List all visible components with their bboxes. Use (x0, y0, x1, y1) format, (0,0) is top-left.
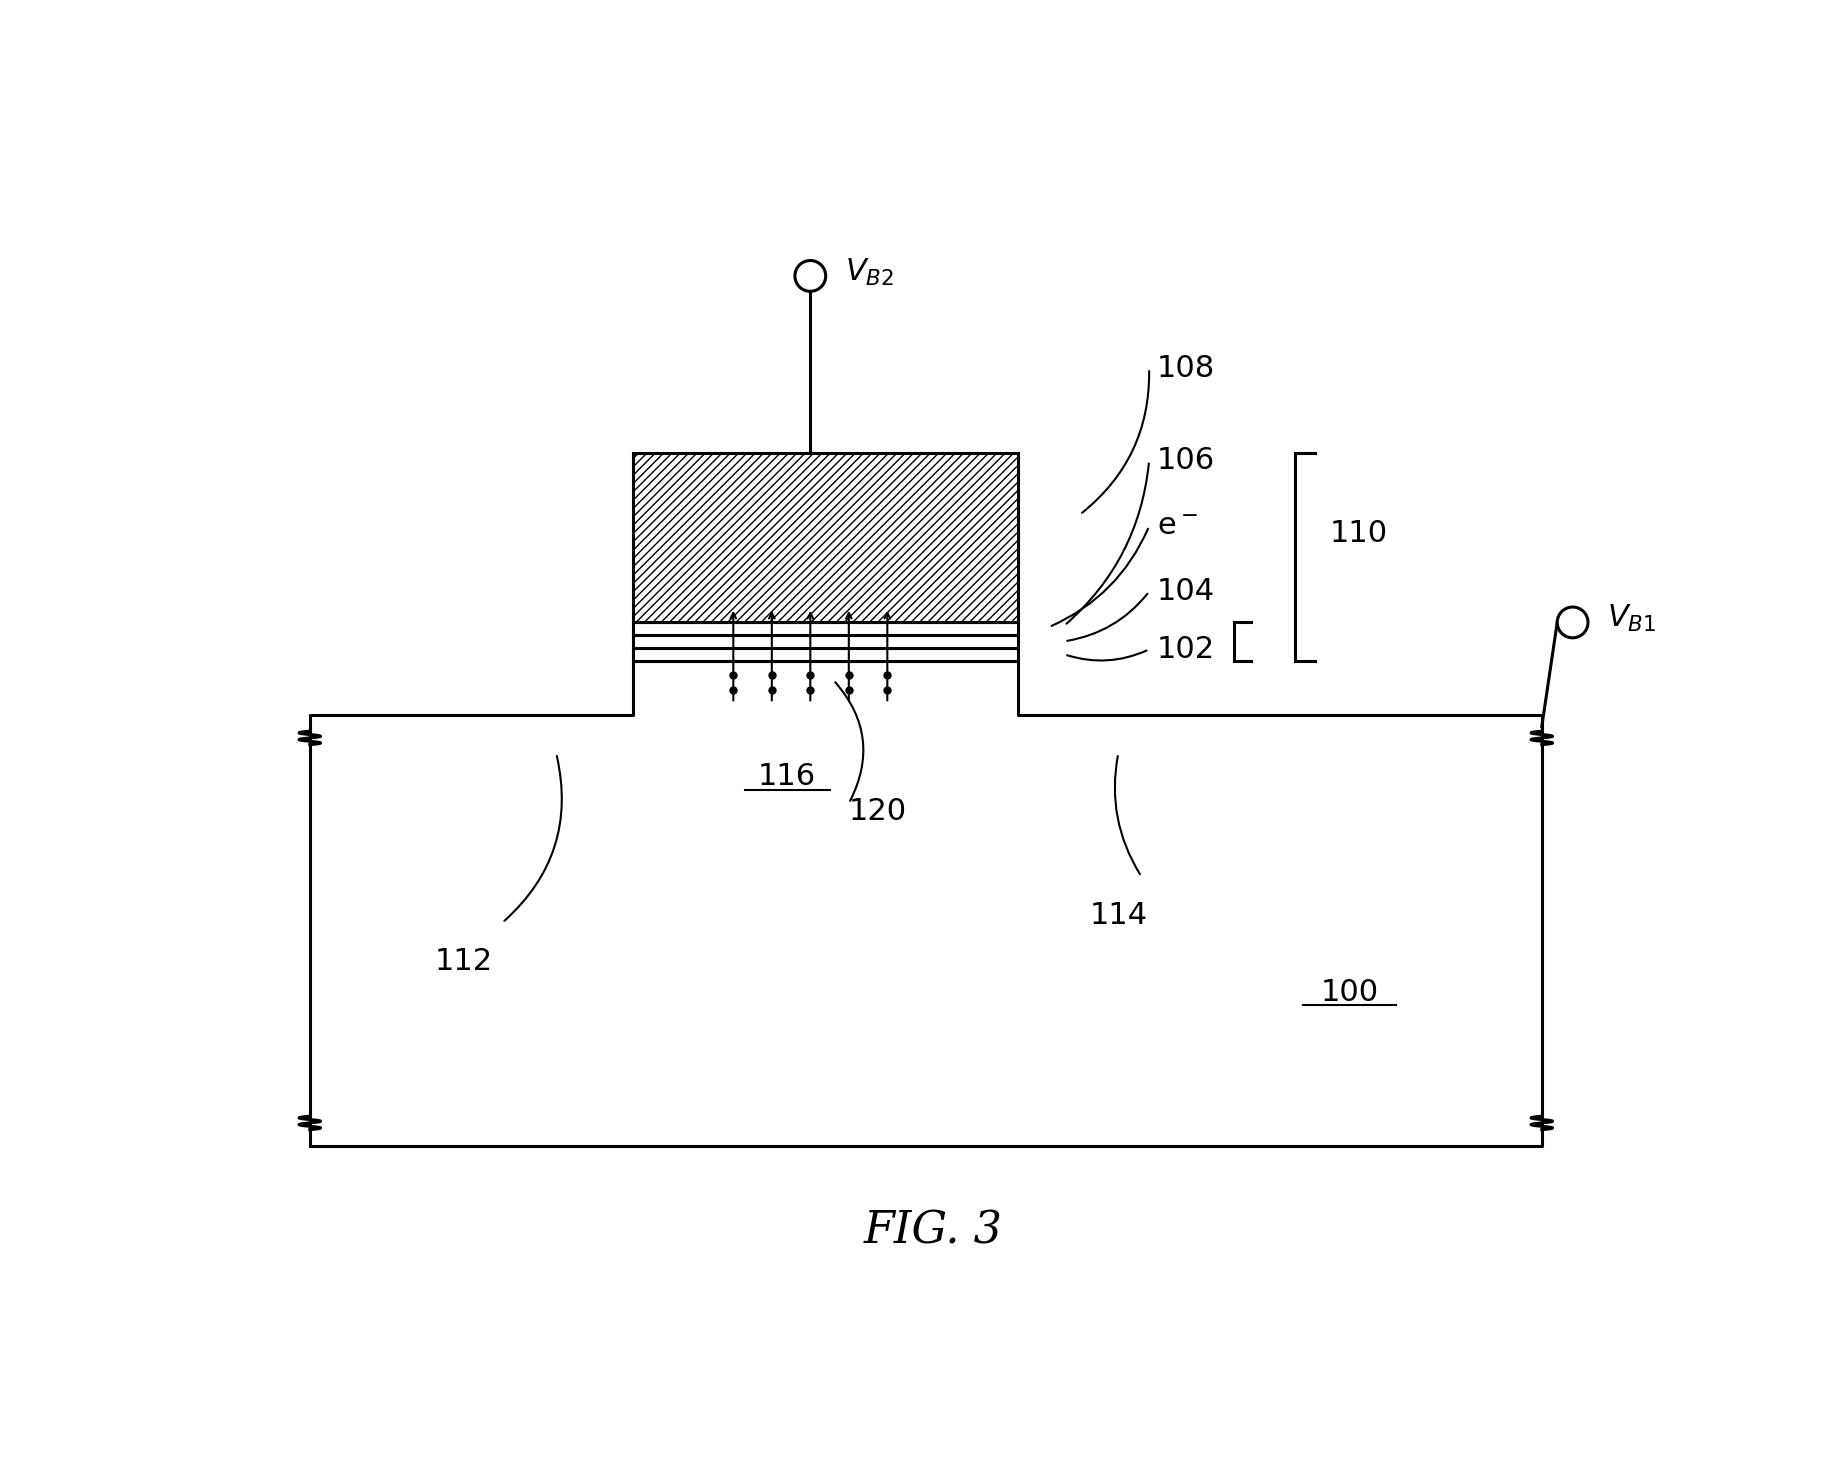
Bar (634, 634, 1019, 647)
Text: 110: 110 (1329, 519, 1388, 548)
Text: 114: 114 (1090, 900, 1147, 930)
Circle shape (794, 260, 825, 291)
Text: e$^-$: e$^-$ (1158, 511, 1198, 541)
Text: 104: 104 (1158, 576, 1214, 606)
Circle shape (1558, 607, 1589, 638)
Text: 120: 120 (849, 797, 908, 826)
Bar (634, 647, 1019, 661)
Text: 116: 116 (758, 763, 816, 791)
Bar (634, 454, 1019, 622)
Text: 112: 112 (435, 947, 493, 975)
Text: 106: 106 (1158, 446, 1214, 476)
Text: $V_{B1}$: $V_{B1}$ (1607, 603, 1656, 634)
Text: 108: 108 (1158, 353, 1214, 383)
Text: $V_{B2}$: $V_{B2}$ (845, 257, 895, 288)
Text: FIG. 3: FIG. 3 (864, 1209, 1002, 1252)
Text: 102: 102 (1158, 636, 1214, 664)
Bar (634, 622, 1019, 634)
Text: 100: 100 (1320, 977, 1379, 1007)
